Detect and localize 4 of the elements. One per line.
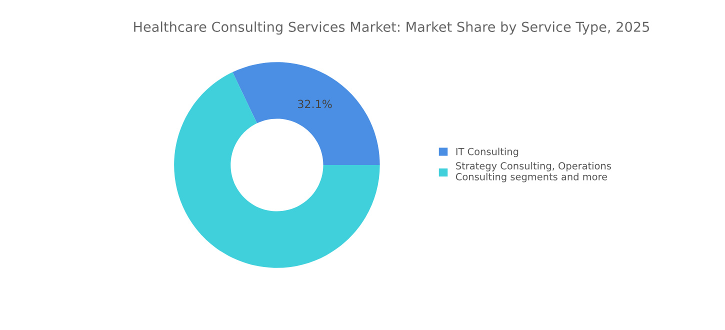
data-label: 32.1% — [298, 100, 332, 108]
chart-title: Healthcare Consulting Services Market: Market Share by Service Type, 2025 — [134, 21, 650, 35]
legend-label: Strategy Consulting, Operations Consulting segments and more — [456, 162, 611, 182]
legend-label: IT Consulting — [456, 148, 518, 158]
